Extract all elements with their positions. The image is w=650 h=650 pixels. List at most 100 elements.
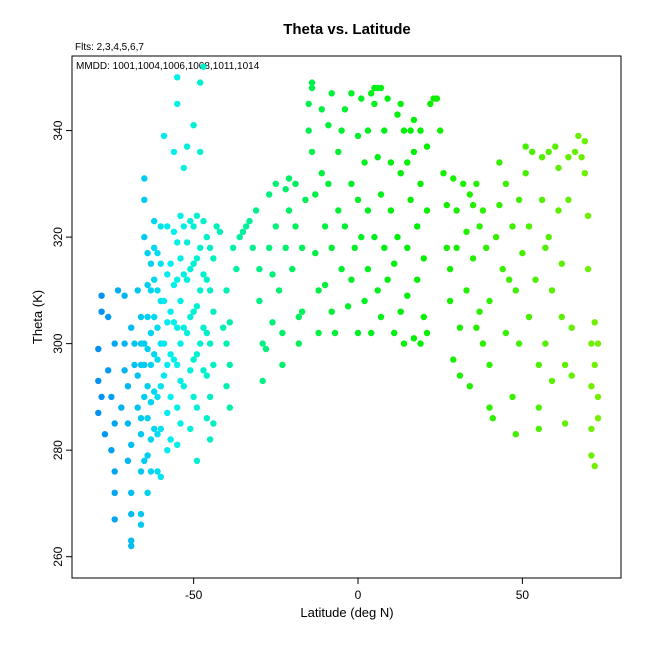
data-point-87 xyxy=(160,372,168,379)
y-tick-label: 280 xyxy=(51,440,65,460)
data-point-266 xyxy=(384,276,391,283)
data-point-37 xyxy=(137,468,145,475)
data-point-38 xyxy=(137,431,145,438)
data-point-301 xyxy=(440,170,447,177)
data-point-154 xyxy=(200,271,207,278)
data-point-207 xyxy=(292,223,299,230)
y-tick-label: 340 xyxy=(51,120,65,140)
data-point-125 xyxy=(183,329,191,337)
data-point-278 xyxy=(400,340,408,347)
data-point-71 xyxy=(151,217,158,225)
data-point-287 xyxy=(414,223,421,230)
data-point-201 xyxy=(282,244,289,251)
flights-note: Flts: 2,3,4,5,6,7 xyxy=(75,42,144,53)
data-point-120 xyxy=(180,383,187,390)
data-point-176 xyxy=(226,404,233,411)
data-point-141 xyxy=(193,404,201,411)
data-point-60 xyxy=(147,399,155,406)
data-point-244 xyxy=(354,132,362,140)
data-point-130 xyxy=(187,367,194,374)
data-point-52 xyxy=(144,415,151,422)
data-point-275 xyxy=(397,170,404,177)
data-point-133 xyxy=(187,217,194,225)
data-point-355 xyxy=(542,244,549,251)
data-point-317 xyxy=(469,201,477,209)
data-point-166 xyxy=(210,420,217,427)
data-point-48 xyxy=(141,196,148,203)
data-point-221 xyxy=(315,329,322,337)
data-point-173 xyxy=(223,383,230,390)
data-point-386 xyxy=(594,340,602,347)
data-point-29 xyxy=(128,324,135,331)
data-point-167 xyxy=(210,361,217,369)
data-point-197 xyxy=(272,223,279,230)
data-point-51 xyxy=(144,452,151,459)
data-point-88 xyxy=(160,340,168,347)
data-point-140 xyxy=(193,457,201,464)
data-point-362 xyxy=(555,164,562,172)
data-point-126 xyxy=(183,276,191,283)
data-point-7 xyxy=(105,367,112,374)
data-point-98 xyxy=(167,351,174,358)
x-tick-label: -50 xyxy=(185,588,203,602)
data-point-9 xyxy=(108,447,115,454)
data-point-2 xyxy=(95,345,102,353)
data-point-280 xyxy=(404,244,411,251)
data-point-64 xyxy=(147,260,155,267)
data-point-297 xyxy=(427,100,434,108)
data-point-115 xyxy=(177,377,184,385)
data-point-58 xyxy=(147,468,155,475)
data-point-180 xyxy=(233,265,240,273)
data-point-308 xyxy=(453,207,460,214)
data-point-283 xyxy=(407,196,414,203)
data-point-142 xyxy=(193,351,201,358)
data-point-226 xyxy=(325,122,332,129)
data-point-385 xyxy=(591,319,598,326)
data-point-312 xyxy=(460,180,467,187)
data-point-387 xyxy=(594,393,602,401)
data-point-163 xyxy=(206,340,214,347)
data-point-374 xyxy=(578,154,585,161)
data-point-206 xyxy=(292,180,299,187)
data-point-152 xyxy=(200,367,207,374)
data-point-314 xyxy=(463,287,470,294)
data-point-138 xyxy=(190,223,197,230)
data-point-307 xyxy=(450,175,457,182)
data-point-164 xyxy=(206,287,214,294)
data-point-242 xyxy=(351,244,358,251)
data-point-146 xyxy=(197,79,204,86)
data-point-327 xyxy=(486,297,493,305)
data-point-1 xyxy=(95,377,102,385)
x-tick-label: 0 xyxy=(355,588,362,602)
data-point-326 xyxy=(486,361,493,369)
data-point-28 xyxy=(128,441,135,448)
data-point-336 xyxy=(506,276,513,283)
data-point-310 xyxy=(456,324,464,331)
data-point-322 xyxy=(476,308,483,315)
data-point-194 xyxy=(269,319,276,326)
y-tick-label: 300 xyxy=(51,333,65,353)
data-point-149 xyxy=(197,287,204,294)
data-point-73 xyxy=(154,431,161,438)
data-point-65 xyxy=(151,425,158,433)
data-point-346 xyxy=(525,313,533,321)
data-point-217 xyxy=(308,148,316,156)
data-point-214 xyxy=(305,100,312,108)
data-point-225 xyxy=(321,281,329,289)
data-point-170 xyxy=(213,223,220,230)
data-point-274 xyxy=(397,100,404,108)
data-point-256 xyxy=(371,100,378,108)
data-point-91 xyxy=(164,409,171,417)
data-point-80 xyxy=(157,425,164,433)
data-point-333 xyxy=(499,265,506,273)
data-point-324 xyxy=(479,207,487,214)
data-point-57 xyxy=(144,249,151,257)
data-point-375 xyxy=(581,138,588,145)
data-point-96 xyxy=(167,436,174,443)
data-point-236 xyxy=(341,106,349,113)
data-point-90 xyxy=(164,447,171,454)
data-point-272 xyxy=(394,111,401,118)
data-point-240 xyxy=(348,90,355,97)
data-point-25 xyxy=(128,542,135,550)
data-point-54 xyxy=(144,345,151,353)
